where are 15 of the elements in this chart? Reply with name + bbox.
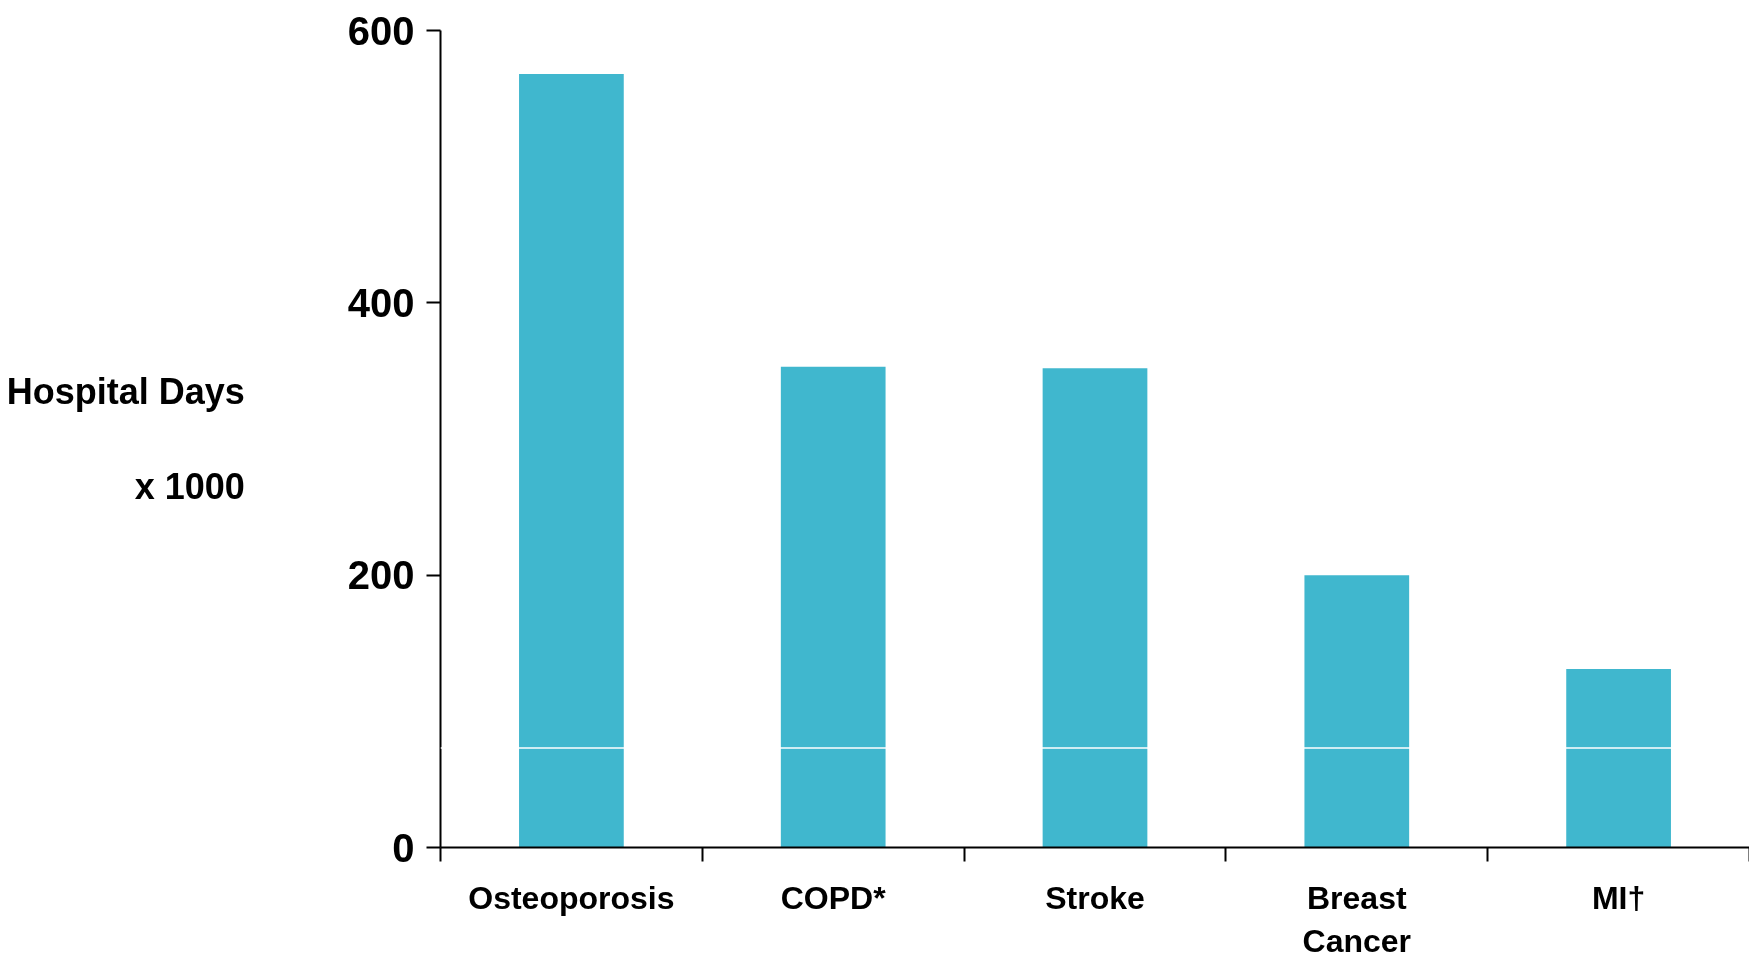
x-tick-label: MI†: [1591, 879, 1646, 916]
y-tick-label: 600: [347, 8, 415, 53]
bar: [519, 74, 624, 848]
bar: [1304, 575, 1410, 848]
bar: [1042, 368, 1148, 848]
text: Hospital Days x 1000: [6, 371, 245, 507]
x-tick-label: COPD*: [780, 879, 887, 916]
y-tick-label: 200: [347, 553, 415, 598]
y-tick-label: 0: [392, 825, 415, 870]
x-tick-label: Stroke: [1045, 879, 1145, 916]
bar: [780, 366, 886, 848]
y-tick-label: 400: [347, 280, 415, 325]
x-tick-label: Breast Cancer: [1302, 879, 1412, 959]
bar: [1566, 669, 1671, 848]
x-tick-label: Osteoporosis: [468, 879, 675, 916]
